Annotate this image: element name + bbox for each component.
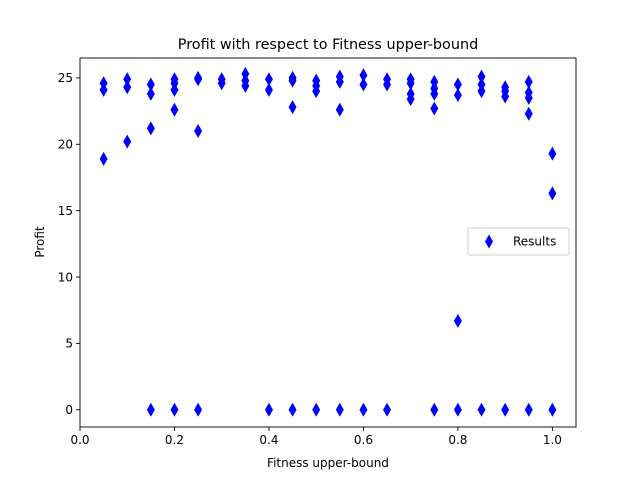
chart-title: Profit with respect to Fitness upper-bou… [178,37,478,53]
data-point [524,74,533,89]
data-point [383,402,392,417]
data-point [501,89,510,104]
data-point [312,402,321,417]
data-point [359,68,368,83]
x-tick-label: 0.4 [259,433,278,447]
data-point [430,402,439,417]
data-point [335,74,344,89]
data-point [430,101,439,116]
data-point [430,86,439,101]
x-tick-label: 0.0 [70,433,89,447]
data-point [123,72,132,87]
data-point [170,102,179,117]
legend-box [467,227,570,256]
data-point [288,73,297,88]
data-point [453,402,462,417]
data-point [123,134,132,149]
data-point [548,402,557,417]
data-point [99,82,108,97]
data-point [406,92,415,107]
data-point [383,77,392,92]
y-tick-label: 10 [58,270,73,284]
data-point [194,124,203,139]
data-point [146,121,155,136]
y-tick-label: 5 [65,337,73,351]
legend-marker [485,234,493,249]
data-point [312,84,321,99]
data-point [359,77,368,92]
data-point [548,146,557,161]
data-point [548,186,557,201]
data-point [194,72,203,87]
data-point [264,402,273,417]
data-point [453,77,462,92]
data-point [264,82,273,97]
data-point [453,313,462,328]
plot-frame [79,57,577,428]
data-point [335,102,344,117]
y-axis-ticks: 0 5 10 15 20 25 [58,71,80,417]
data-point [524,106,533,121]
y-tick-label: 15 [58,204,73,218]
data-point [99,151,108,166]
data-point [477,84,486,99]
data-point [123,80,132,95]
data-point [146,86,155,101]
data-point [241,78,250,93]
data-point [453,88,462,103]
data-point [288,100,297,115]
data-point [170,402,179,417]
data-point [170,82,179,97]
data-point [524,402,533,417]
data-point [217,76,226,91]
y-tick-label: 20 [58,138,73,152]
legend: Results [467,227,570,256]
data-point [264,72,273,87]
points-layer [99,66,557,417]
data-point [194,402,203,417]
data-point [146,77,155,92]
data-point [146,402,155,417]
data-point [477,69,486,84]
data-point [288,402,297,417]
y-tick-label: 0 [65,403,73,417]
x-tick-label: 0.8 [448,433,467,447]
x-tick-label: 1.0 [543,433,562,447]
data-point [406,76,415,91]
data-point [524,90,533,105]
x-tick-label: 0.2 [165,433,184,447]
x-tick-label: 0.6 [354,433,373,447]
data-point [359,402,368,417]
data-point [335,402,344,417]
x-axis-label: Fitness upper-bound [267,456,389,470]
data-point [501,402,510,417]
y-axis-label: Profit [33,226,47,258]
legend-label: Results [513,235,556,249]
y-tick-label: 25 [58,71,73,85]
x-axis-ticks: 0.0 0.2 0.4 0.6 0.8 1.0 [70,427,562,447]
data-point [477,402,486,417]
